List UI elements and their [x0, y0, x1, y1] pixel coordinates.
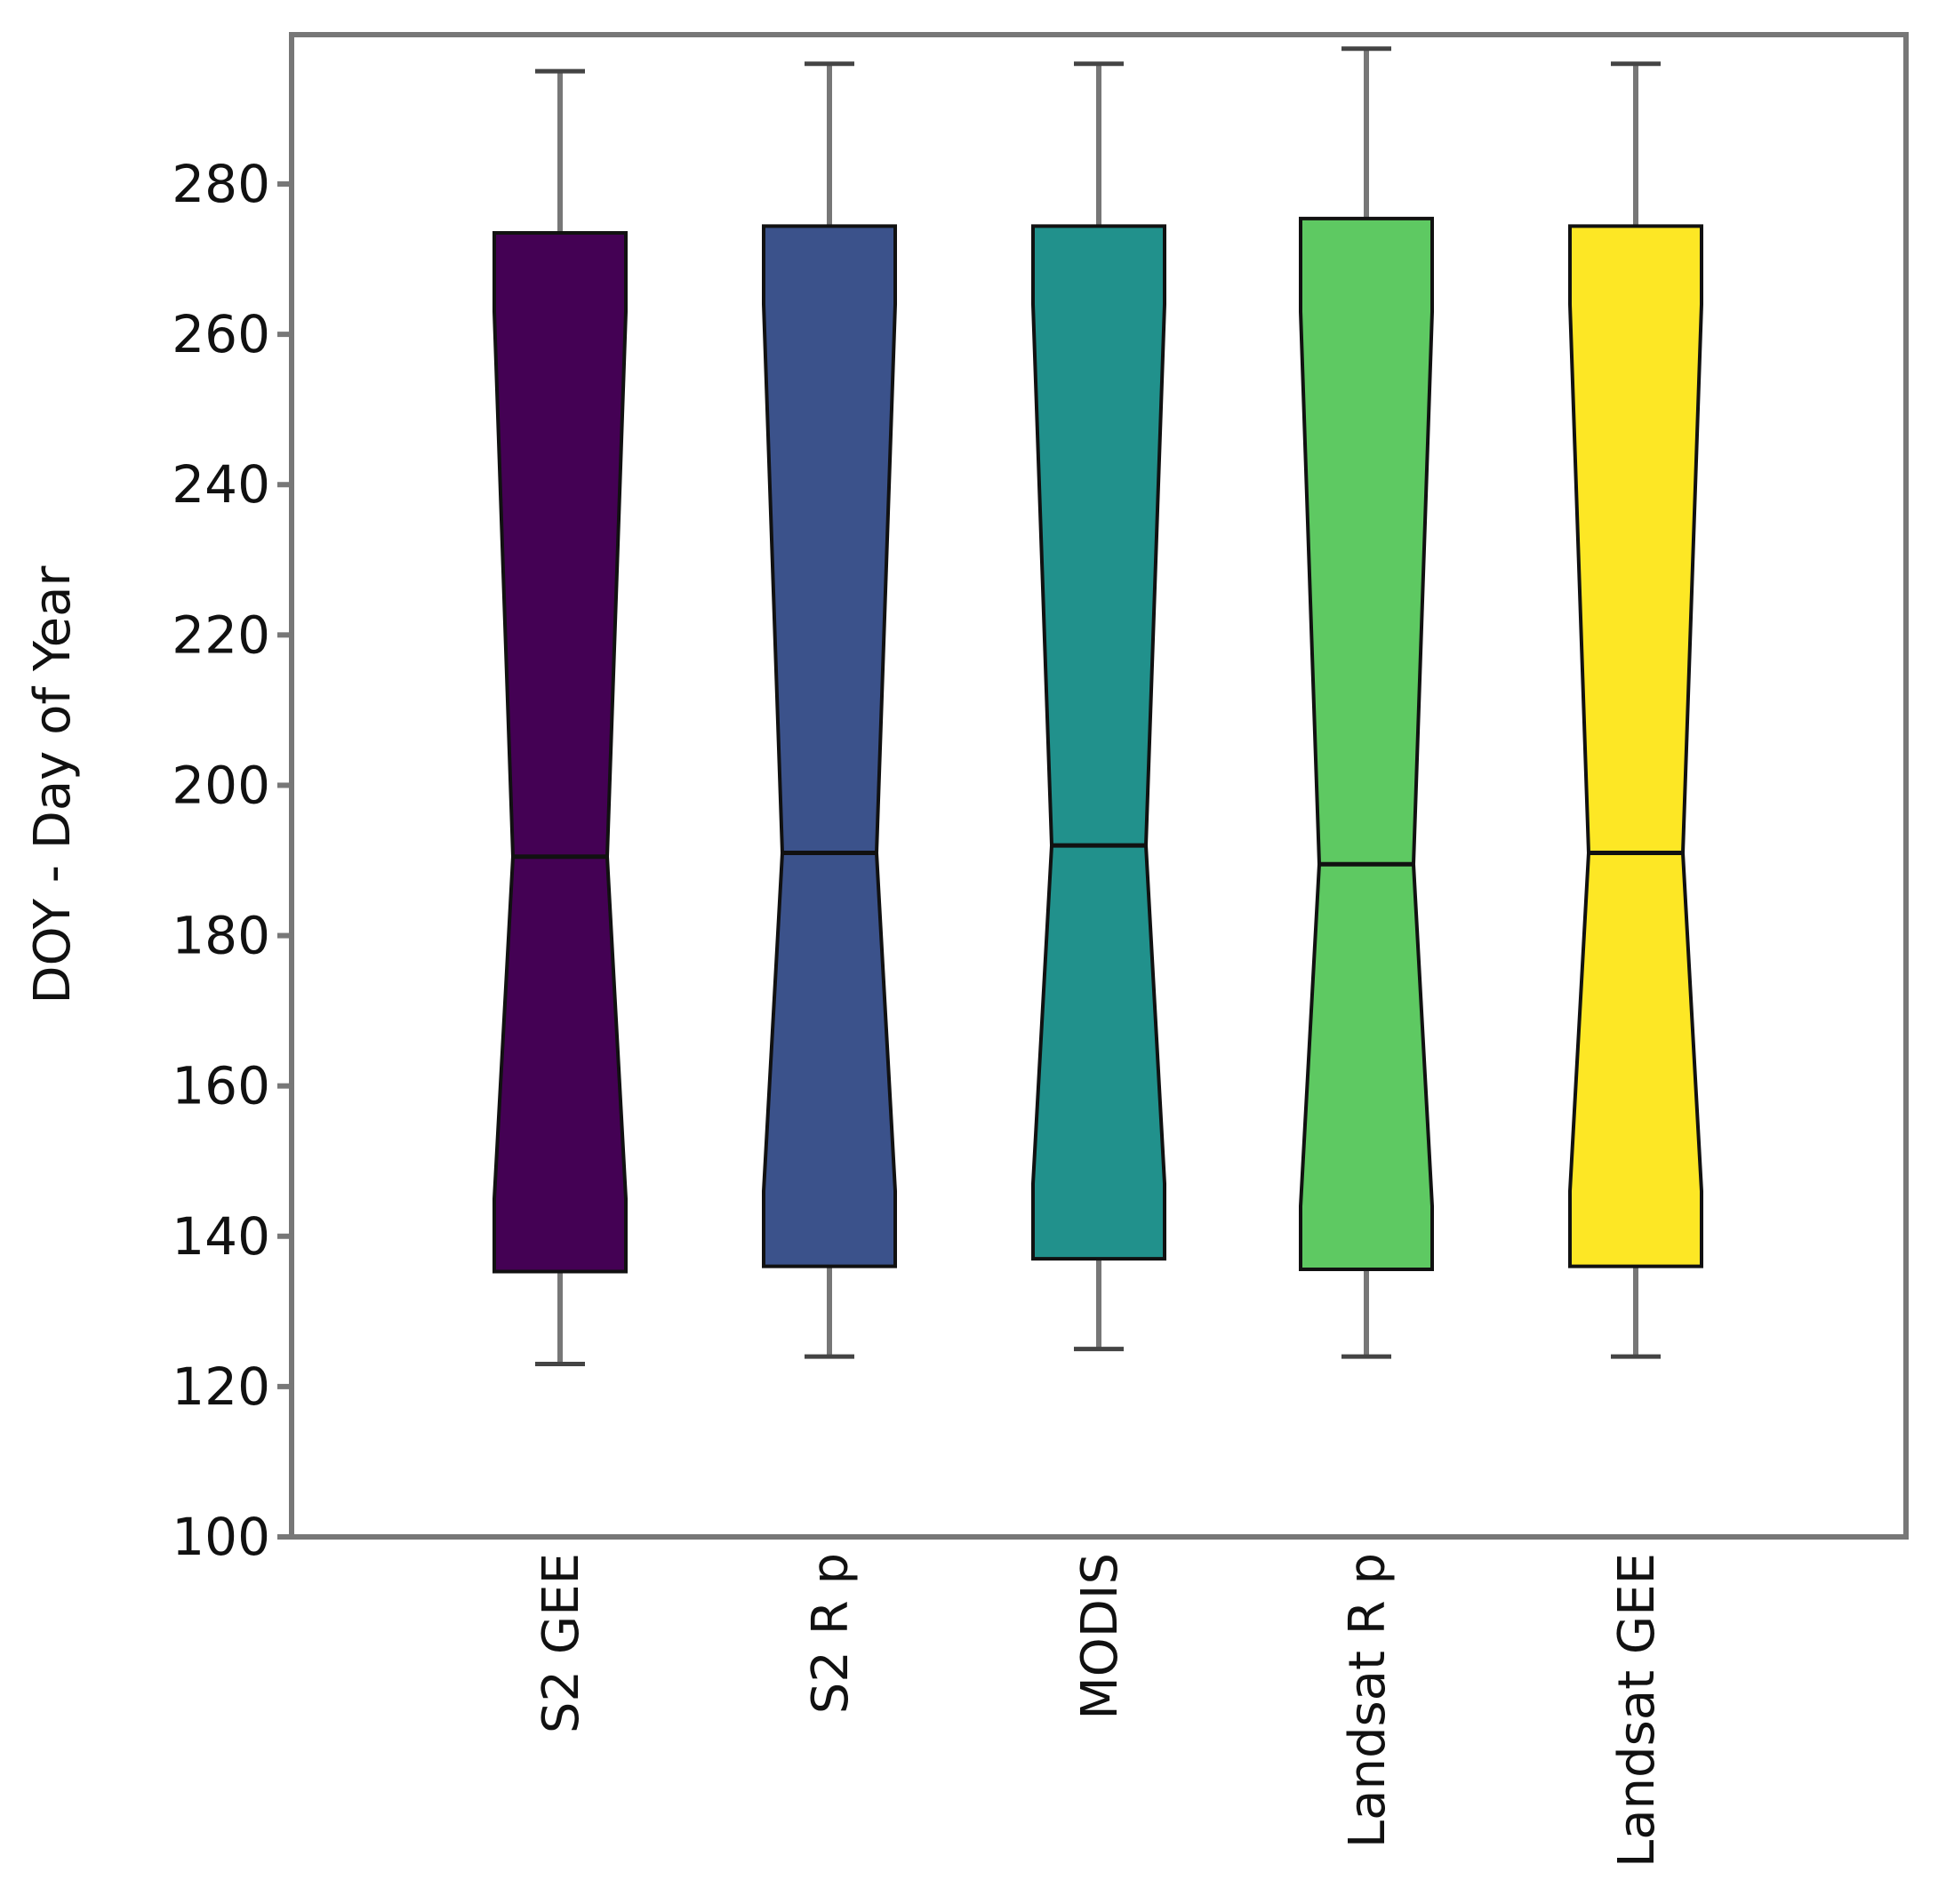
y-axis-label: DOY - Day of Year: [24, 565, 82, 1004]
x-tick-label: S2 GEE: [533, 1553, 590, 1733]
box: [493, 230, 628, 1274]
y-tick-label: 180: [172, 906, 270, 966]
y-tick-label: 280: [172, 154, 270, 214]
y-tick-label: 220: [172, 604, 270, 665]
x-tick-label: S2 R p: [802, 1553, 860, 1714]
y-tick-label: 200: [172, 755, 270, 815]
y-tick-label: 240: [172, 454, 270, 515]
y-tick-label: 100: [172, 1507, 270, 1567]
x-tick-label: Landsat R p: [1339, 1553, 1397, 1848]
y-tick-label: 140: [172, 1206, 270, 1267]
box: [1568, 224, 1703, 1268]
box: [762, 224, 897, 1268]
x-tick-label: Landsat GEE: [1608, 1553, 1666, 1868]
x-tick-label: MODIS: [1071, 1553, 1129, 1720]
y-tick-label: 260: [172, 304, 270, 364]
box: [1031, 224, 1166, 1261]
box: [1299, 216, 1434, 1271]
y-tick-label: 120: [172, 1356, 270, 1417]
y-tick-label: 160: [172, 1056, 270, 1116]
